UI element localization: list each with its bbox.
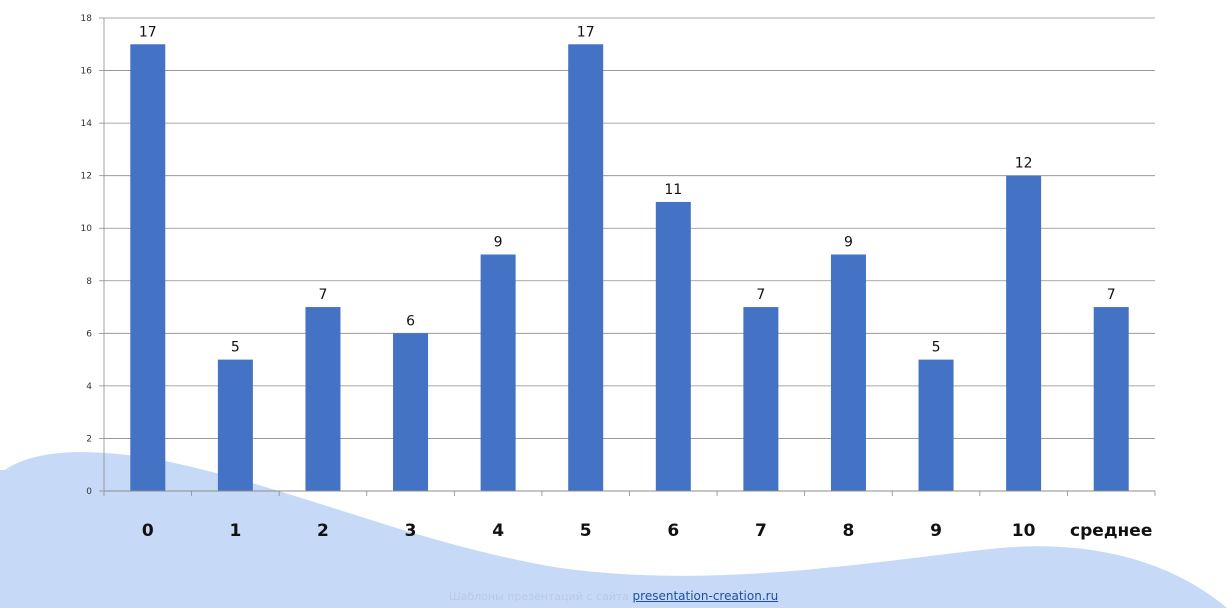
bar	[305, 307, 341, 491]
y-tick-label: 10	[81, 224, 93, 234]
y-gridlines	[104, 17, 1155, 439]
data-label: 5	[932, 340, 941, 356]
y-tick-label: 8	[86, 277, 92, 287]
x-tick-label: 5	[580, 521, 592, 541]
bar	[568, 44, 604, 492]
footer-text: Шаблоны презентаций с сайта	[448, 590, 630, 603]
x-tick-label: среднее	[1070, 521, 1152, 541]
y-tick-label: 0	[86, 487, 92, 497]
data-label: 12	[1015, 156, 1033, 172]
data-label: 7	[318, 287, 327, 303]
data-label: 7	[1107, 287, 1116, 303]
bar	[130, 44, 166, 492]
bar	[480, 254, 516, 491]
data-label: 9	[844, 235, 853, 251]
decorative-wave	[0, 452, 1227, 608]
x-tick-label: 9	[930, 521, 942, 541]
bar	[830, 254, 866, 491]
y-tick-label: 16	[81, 67, 93, 77]
data-label: 17	[139, 24, 157, 40]
x-axis	[103, 490, 1156, 496]
y-tick-label: 12	[81, 172, 92, 182]
data-label: 5	[231, 340, 240, 356]
data-labels: 17 5 7 6 9 17 11 7 9 5 12 7	[139, 24, 1116, 355]
x-tick-label: 1	[229, 521, 241, 541]
bar	[393, 333, 429, 491]
x-tick-label: 2	[317, 521, 329, 541]
data-label: 7	[756, 287, 765, 303]
x-tick-label: 4	[492, 521, 504, 541]
footer-link[interactable]: presentation-creation.ru	[632, 589, 779, 603]
x-tick-label: 0	[142, 521, 154, 541]
y-tick-label: 6	[86, 329, 92, 339]
bar-series	[130, 44, 1129, 492]
x-tick-label: 10	[1012, 521, 1036, 541]
bar	[655, 201, 691, 491]
x-tick-label: 3	[405, 521, 417, 541]
bar	[1093, 307, 1129, 491]
footer: Шаблоны презентаций с сайта presentation…	[0, 589, 1227, 603]
y-tick-label: 2	[86, 434, 92, 444]
data-label: 9	[494, 235, 503, 251]
x-tick-label: 7	[755, 521, 767, 541]
x-tick-label: 6	[667, 521, 679, 541]
data-label: 11	[664, 182, 682, 198]
bar	[918, 359, 954, 491]
data-label: 17	[577, 24, 595, 40]
y-tick-label: 18	[81, 14, 93, 24]
bar	[217, 359, 253, 491]
bar	[1006, 175, 1042, 491]
y-axis-ticks: 0 2 4 6 8 10 12 14 16 18	[81, 14, 105, 497]
x-axis-labels: 0 1 2 3 4 5 6 7 8 9 10 среднее	[142, 521, 1152, 541]
y-tick-label: 14	[81, 119, 93, 129]
bar	[743, 307, 779, 491]
data-label: 6	[406, 313, 415, 329]
y-tick-label: 4	[86, 382, 92, 392]
x-tick-label: 8	[843, 521, 855, 541]
